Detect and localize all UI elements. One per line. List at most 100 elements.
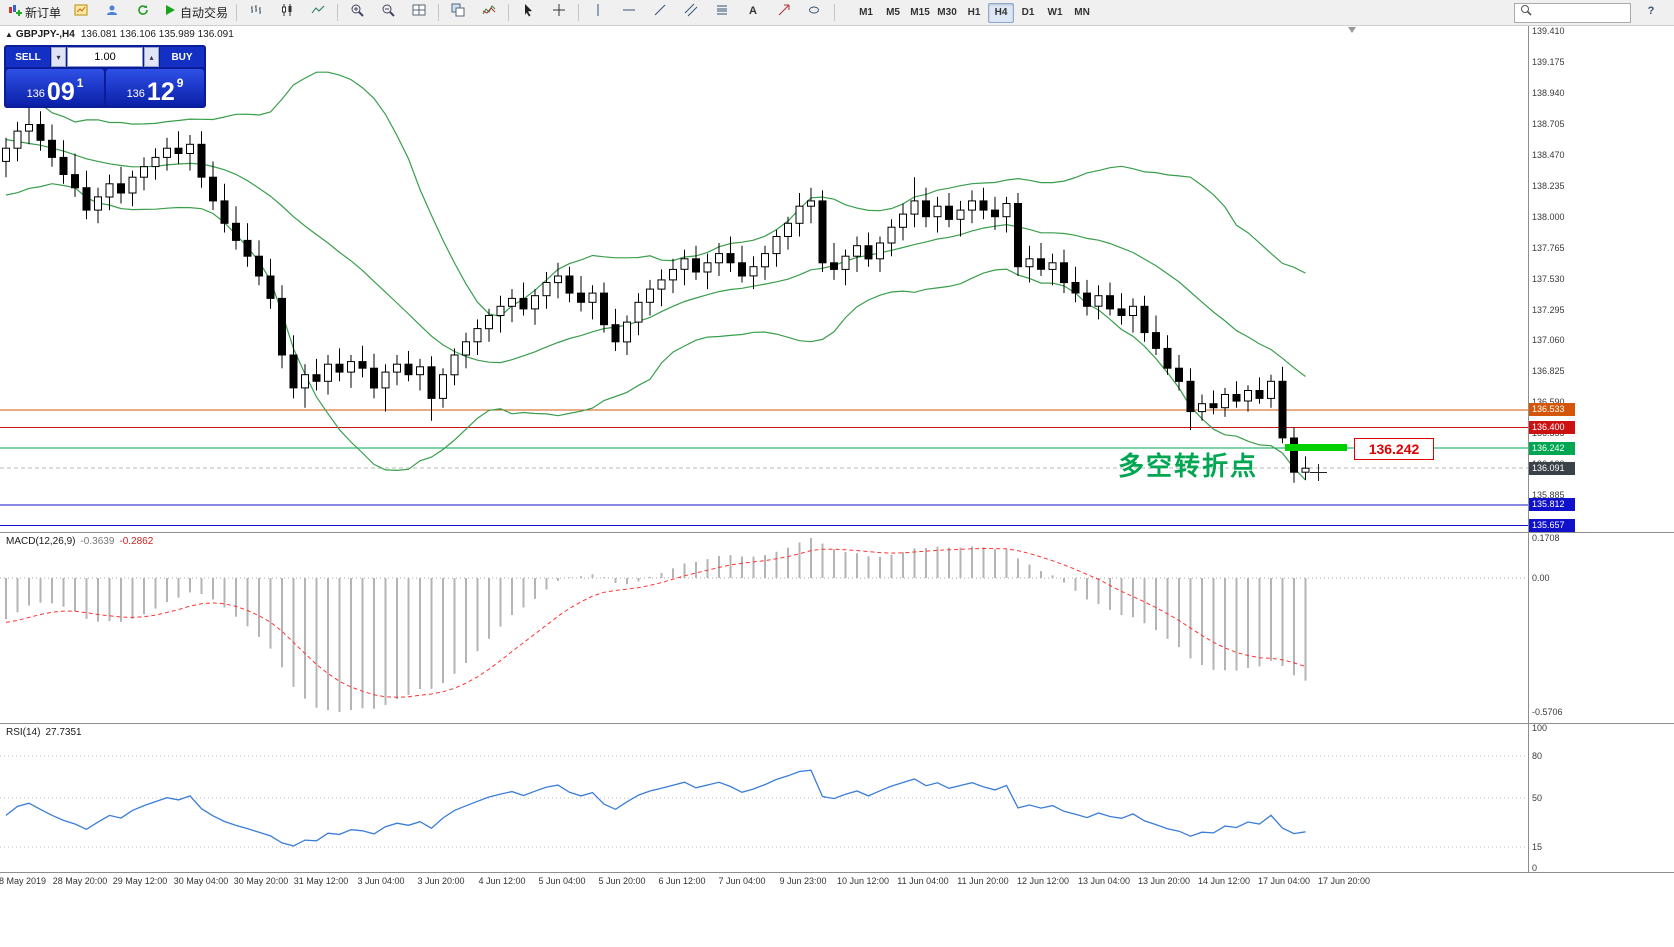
price-axis-label: 137.060 bbox=[1532, 335, 1565, 345]
price-axis-label: 137.530 bbox=[1532, 274, 1565, 284]
help-icon: ? bbox=[1644, 3, 1658, 22]
price-tag: 136.242 bbox=[1529, 442, 1575, 455]
timeframe-m30-button[interactable]: M30 bbox=[937, 7, 957, 18]
sell-price-pips: 09 bbox=[46, 78, 75, 106]
time-axis-label: 11 Jun 04:00 bbox=[897, 876, 949, 886]
chart-shift-marker[interactable] bbox=[1348, 27, 1356, 33]
vline-icon bbox=[591, 3, 605, 22]
turning-point-annotation: 多空转折点 bbox=[1118, 451, 1259, 481]
time-axis-label: 17 Jun 04:00 bbox=[1257, 876, 1311, 886]
time-axis-label: 13 Jun 04:00 bbox=[1077, 876, 1131, 886]
time-axis-label: 4 Jun 12:00 bbox=[478, 876, 526, 886]
price-axis-label: 138.000 bbox=[1532, 212, 1565, 222]
macd-value: -0.3639 bbox=[80, 536, 115, 547]
arrow-tool-button[interactable] bbox=[769, 2, 799, 24]
time-axis-label: 31 May 12:00 bbox=[293, 876, 349, 886]
price-axis-label: 138.470 bbox=[1532, 150, 1565, 160]
refresh-icon bbox=[136, 3, 150, 22]
channel-button[interactable] bbox=[676, 2, 706, 24]
bars-icon bbox=[249, 3, 263, 22]
timeframe-w1-button[interactable]: W1 bbox=[1047, 7, 1063, 18]
price-tag: 135.657 bbox=[1529, 519, 1575, 532]
macd-label: MACD(12,26,9) -0.3639 -0.2862 bbox=[6, 536, 154, 547]
pane-separator[interactable] bbox=[0, 723, 1674, 724]
toolbar-separator bbox=[337, 4, 339, 21]
price-tag: 136.533 bbox=[1529, 403, 1575, 416]
price-axis-label: 137.765 bbox=[1532, 243, 1565, 253]
channel-icon bbox=[684, 3, 698, 22]
buy-price-pipette: 9 bbox=[176, 76, 184, 90]
price-axis-label: 138.940 bbox=[1532, 88, 1565, 98]
time-axis-label: 13 Jun 20:00 bbox=[1137, 876, 1191, 886]
toolbar-separator bbox=[438, 4, 440, 21]
price-tag: 136.400 bbox=[1529, 421, 1575, 434]
pane-separator[interactable] bbox=[0, 532, 1674, 533]
candlestick-chart-button[interactable] bbox=[272, 2, 302, 24]
sell-button[interactable]: SELL bbox=[6, 47, 50, 67]
price-callout-label: 136.242 bbox=[1354, 438, 1434, 460]
timeframe-h4-button[interactable]: H4 bbox=[988, 2, 1015, 23]
volume-decrease-button[interactable]: ▾ bbox=[51, 47, 66, 67]
rsi-scale-label: 80 bbox=[1532, 751, 1543, 761]
trendline-button[interactable] bbox=[645, 2, 675, 24]
sell-price-button[interactable]: 136 09 1 bbox=[6, 69, 104, 106]
text-button[interactable]: A bbox=[738, 2, 768, 24]
quote-ohlc-values: 136.081 136.106 135.989 136.091 bbox=[80, 29, 234, 40]
new-chart-button[interactable] bbox=[66, 2, 96, 24]
toolbar-separator bbox=[508, 4, 510, 21]
zoom-out-button[interactable] bbox=[373, 2, 403, 24]
indicators-button[interactable] bbox=[474, 2, 504, 24]
collapse-panel-icon[interactable]: ▲ bbox=[5, 30, 13, 39]
quote-bar: ▲ GBPJPY-,H4 136.081 136.106 135.989 136.0… bbox=[5, 29, 234, 40]
timeframe-h1-button[interactable]: H1 bbox=[967, 7, 981, 18]
auto-trading-button[interactable]: 自动交易 bbox=[159, 2, 232, 24]
crosshair-cursor bbox=[1318, 464, 1319, 481]
indicators-icon bbox=[482, 3, 496, 22]
grid-icon bbox=[412, 3, 426, 22]
tile-icon bbox=[451, 3, 465, 22]
macd-signal-value: -0.2862 bbox=[119, 536, 154, 547]
shapes-button[interactable] bbox=[800, 2, 830, 24]
time-axis-label: 28 May 20:00 bbox=[52, 876, 108, 886]
crosshair-button[interactable] bbox=[544, 2, 574, 24]
help-button[interactable]: ? bbox=[1636, 2, 1666, 24]
sell-price-pipette: 1 bbox=[76, 76, 84, 90]
zoom-out-icon bbox=[381, 3, 395, 22]
timeframe-m5-button[interactable]: M5 bbox=[886, 7, 900, 18]
cursor-button[interactable] bbox=[513, 2, 543, 24]
vertical-line-button[interactable] bbox=[583, 2, 613, 24]
rsi-canvas[interactable] bbox=[0, 724, 1528, 872]
toolbar-separator bbox=[834, 4, 836, 21]
timeframe-m1-button[interactable]: M1 bbox=[859, 7, 873, 18]
line-chart-button[interactable] bbox=[303, 2, 333, 24]
time-axis-label: 10 Jun 12:00 bbox=[836, 876, 890, 886]
bar-chart-button[interactable] bbox=[241, 2, 271, 24]
time-axis-label: 14 Jun 12:00 bbox=[1197, 876, 1251, 886]
timeframe-mn-button[interactable]: MN bbox=[1074, 7, 1090, 18]
macd-canvas[interactable] bbox=[0, 533, 1528, 723]
tile-windows-button[interactable] bbox=[404, 2, 434, 24]
symbol-search-input[interactable] bbox=[1536, 4, 1626, 21]
line-icon bbox=[311, 3, 325, 22]
svg-text:?: ? bbox=[1648, 5, 1655, 17]
volume-increase-button[interactable]: ▴ bbox=[144, 47, 159, 67]
time-axis-label: 9 Jun 23:00 bbox=[779, 876, 827, 886]
timeframe-d1-button[interactable]: D1 bbox=[1021, 7, 1035, 18]
profiles-button[interactable] bbox=[97, 2, 127, 24]
buy-price-button[interactable]: 136 12 9 bbox=[106, 69, 204, 106]
time-axis-label: 12 Jun 12:00 bbox=[1016, 876, 1070, 886]
arrange-windows-button[interactable] bbox=[443, 2, 473, 24]
zoom-in-button[interactable] bbox=[342, 2, 372, 24]
timeframe-m15-button[interactable]: M15 bbox=[910, 7, 930, 18]
refresh-button[interactable] bbox=[128, 2, 158, 24]
price-chart-canvas[interactable] bbox=[0, 26, 1528, 532]
new-order-button[interactable]: 新订单 bbox=[4, 2, 65, 24]
horizontal-line-button[interactable] bbox=[614, 2, 644, 24]
buy-price-figure: 136 bbox=[126, 88, 145, 100]
buy-button[interactable]: BUY bbox=[160, 47, 204, 67]
fibonacci-button[interactable] bbox=[707, 2, 737, 24]
buy-price-pips: 12 bbox=[146, 78, 175, 106]
volume-input[interactable] bbox=[67, 47, 143, 67]
